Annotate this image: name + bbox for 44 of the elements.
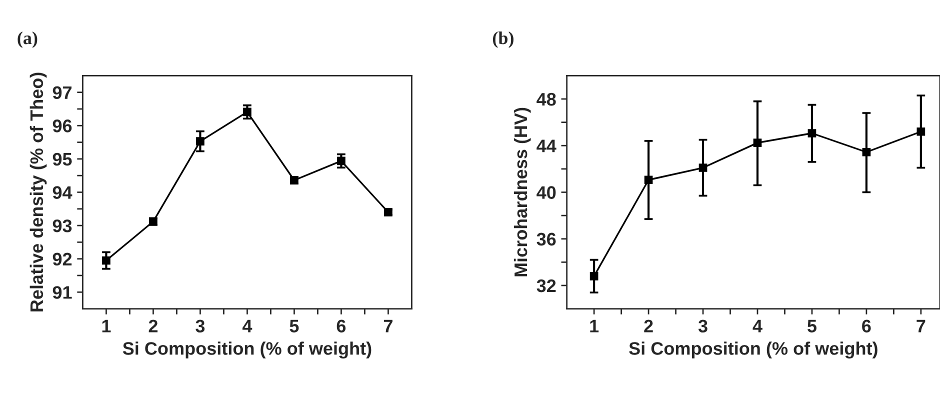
y-tick-label: 97 bbox=[52, 86, 72, 100]
point bbox=[808, 129, 816, 138]
y-tick-label: 91 bbox=[52, 286, 72, 299]
point bbox=[698, 164, 708, 172]
x-tick-label: 6 bbox=[862, 320, 871, 332]
point bbox=[753, 138, 762, 147]
chart-title: (a) bbox=[18, 31, 38, 48]
point bbox=[196, 137, 204, 146]
y-tick-label: 48 bbox=[536, 92, 556, 106]
x-tick-label: 3 bbox=[196, 320, 205, 332]
x-tick-label: 1 bbox=[102, 320, 111, 332]
y-tick-label: 40 bbox=[536, 186, 556, 199]
x-tick-label: 7 bbox=[384, 320, 392, 332]
x-tick-label: 6 bbox=[336, 320, 346, 332]
y-tick-label: 32 bbox=[536, 279, 556, 292]
point bbox=[102, 256, 110, 265]
x-tick-label: 4 bbox=[242, 320, 252, 332]
y-tick-label: 92 bbox=[52, 252, 72, 266]
x-axis-title: Si Composition (% of weight) bbox=[122, 342, 372, 359]
x-tick-label: 1 bbox=[590, 320, 599, 332]
point bbox=[590, 272, 598, 280]
point bbox=[644, 176, 653, 184]
point bbox=[862, 148, 871, 156]
point bbox=[384, 208, 392, 216]
x-tick-label: 5 bbox=[808, 320, 816, 332]
point bbox=[243, 108, 252, 116]
x-tick-label: 2 bbox=[644, 320, 653, 332]
x-tick-label: 2 bbox=[148, 320, 158, 332]
y-tick-label: 93 bbox=[52, 219, 72, 232]
y-tick-label: 94 bbox=[52, 186, 72, 199]
y-tick-label: 96 bbox=[52, 120, 72, 132]
y-axis-title: Relative density (% of Theo) bbox=[30, 72, 47, 312]
y-axis-title: Microhardness (HV) bbox=[514, 108, 531, 276]
y-tick-label: 95 bbox=[52, 152, 72, 166]
x-axis-title: Si Composition (% of weight) bbox=[629, 342, 878, 359]
x-tick-label: 7 bbox=[916, 320, 926, 332]
y-tick-label: 36 bbox=[536, 232, 556, 246]
y-tick-label: 44 bbox=[536, 140, 556, 152]
x-tick-label: 4 bbox=[752, 320, 762, 332]
point bbox=[337, 156, 346, 166]
x-tick-label: 5 bbox=[290, 320, 299, 332]
point bbox=[916, 127, 926, 136]
x-tick-label: 3 bbox=[698, 320, 708, 332]
chart-title: (b) bbox=[492, 31, 514, 48]
